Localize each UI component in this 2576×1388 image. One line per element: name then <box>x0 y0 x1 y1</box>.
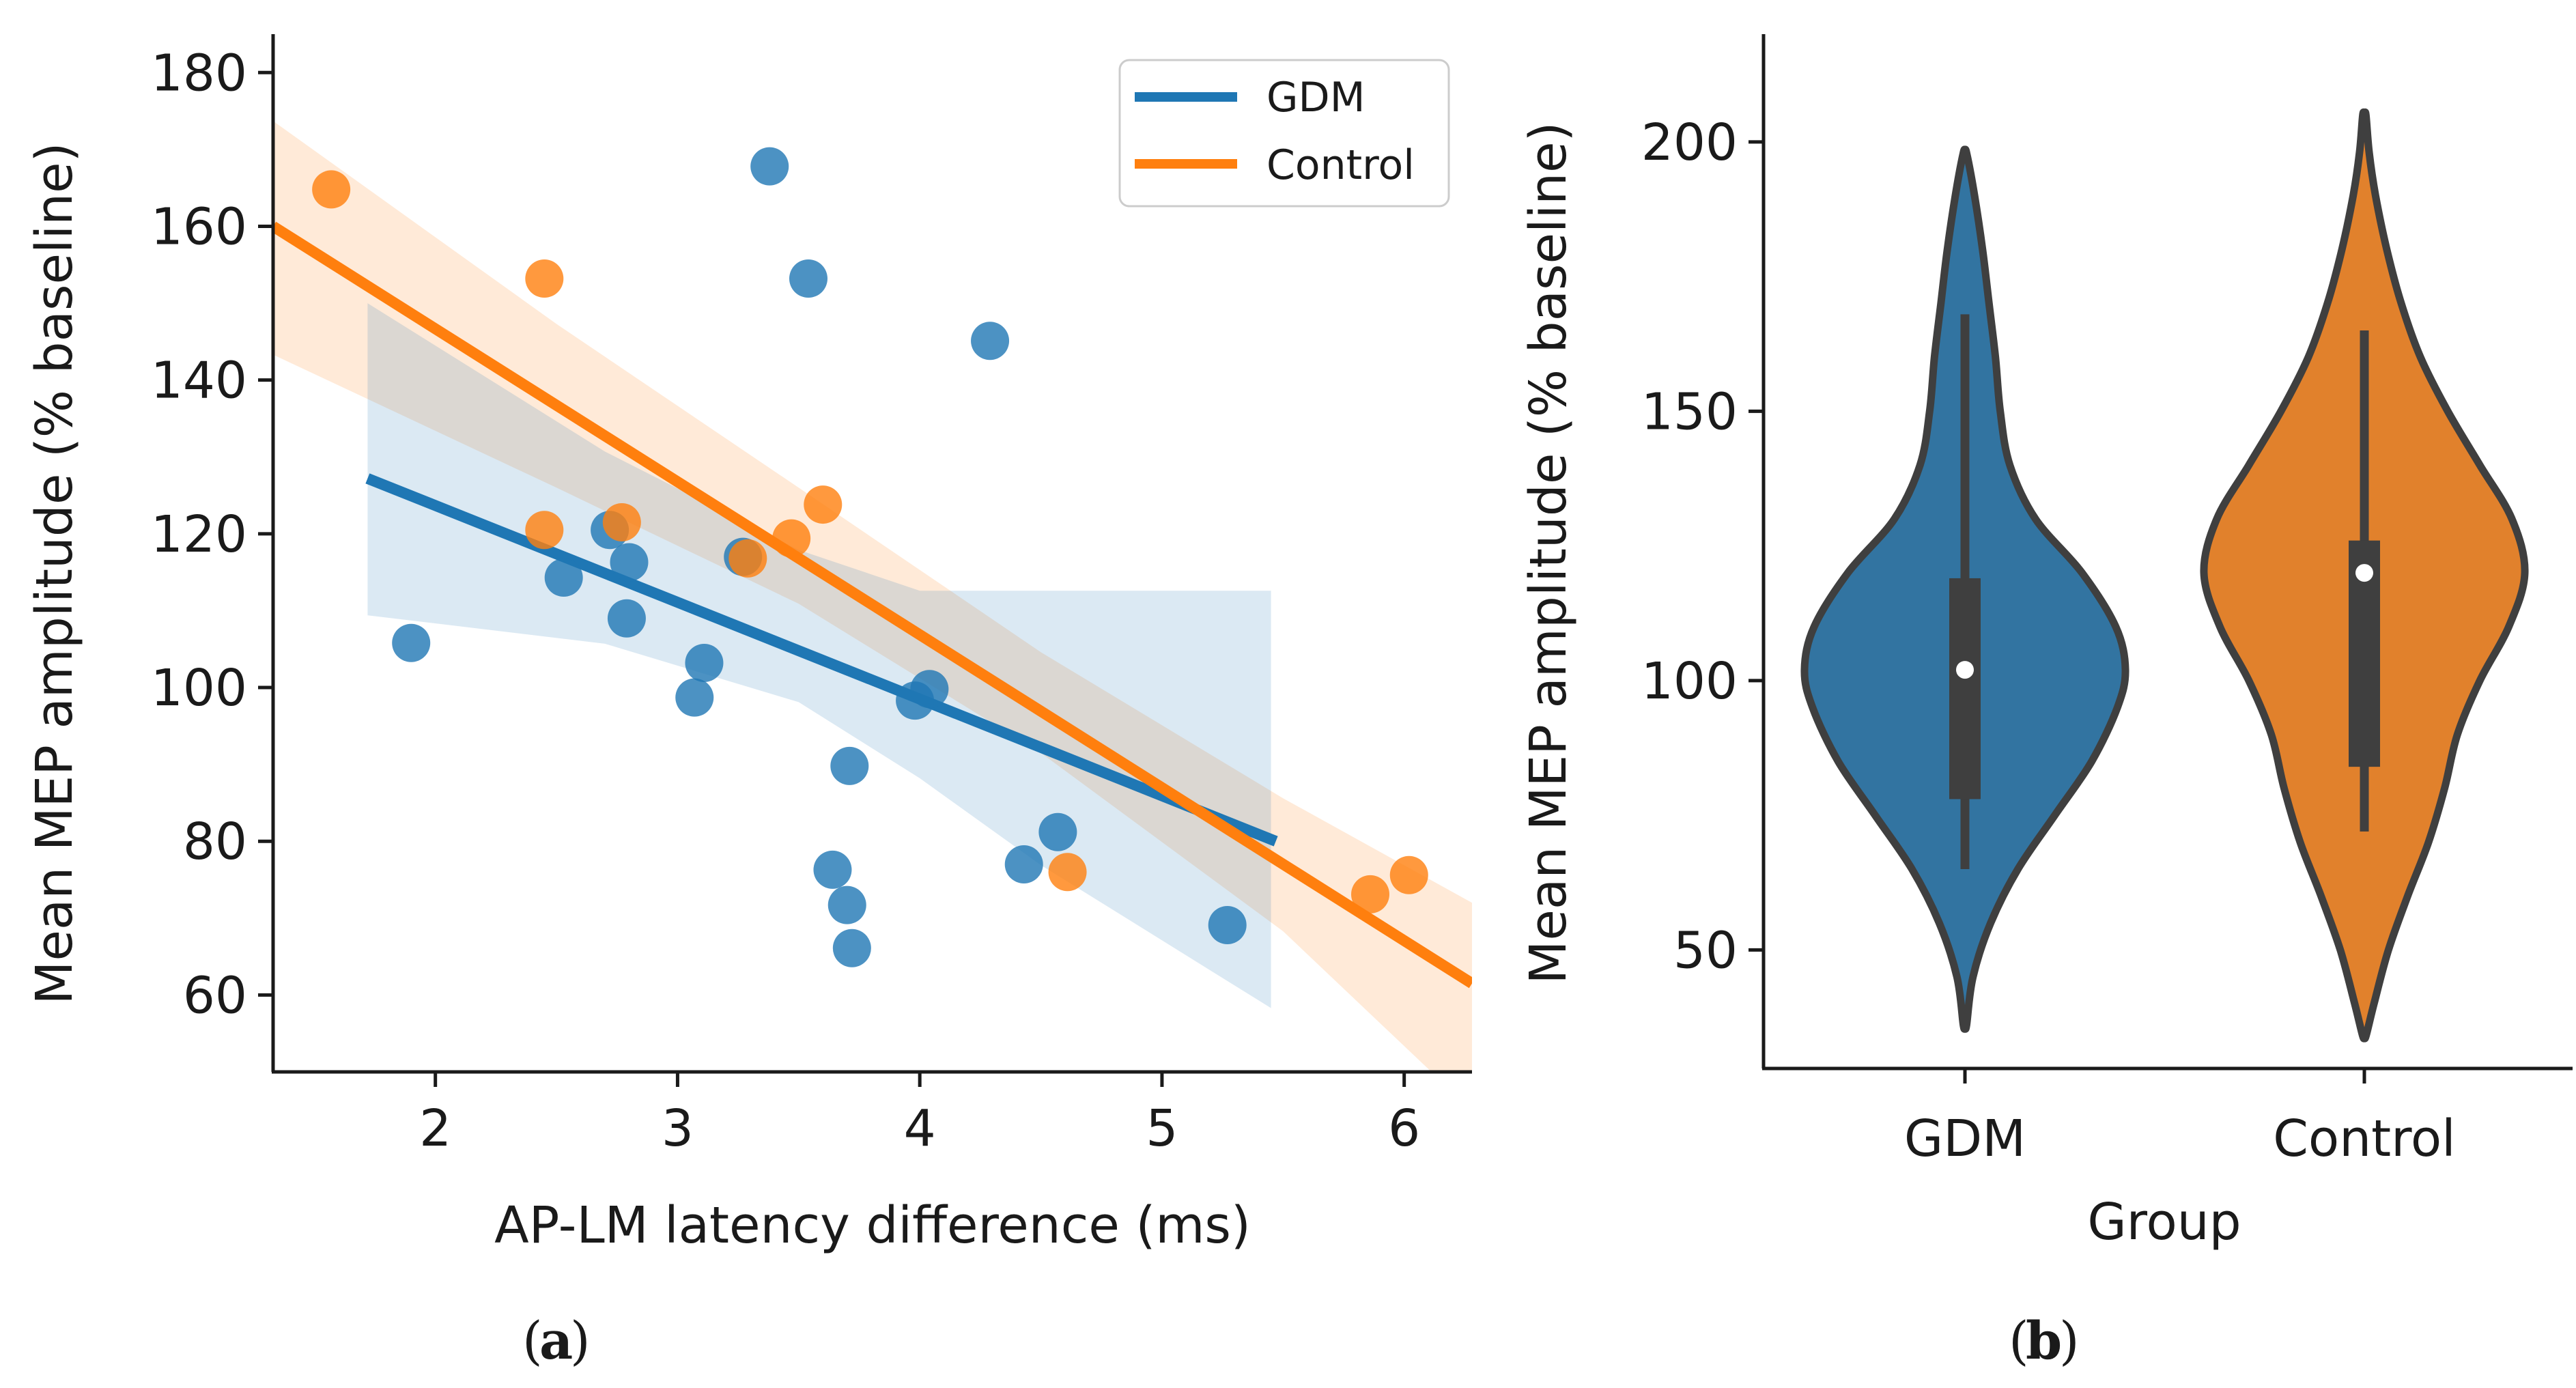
panel-letter-b: b <box>2026 1310 2062 1371</box>
gdm-point <box>813 850 852 889</box>
gdm-point <box>827 886 866 924</box>
y-tick-label: 120 <box>151 505 247 564</box>
panel-label-a: ( a ) <box>522 1310 591 1371</box>
y-tick-label: 100 <box>151 659 247 718</box>
gdm-point <box>392 623 431 662</box>
confidence-bands <box>273 121 1472 1072</box>
legend-control-label: Control <box>1266 141 1415 189</box>
control-point <box>1048 853 1087 892</box>
gdm-point <box>675 678 714 717</box>
gdm-median-dot <box>1956 661 1974 679</box>
panel-label-b: ( b ) <box>2009 1310 2080 1371</box>
control-median-dot <box>2355 564 2373 582</box>
control-point <box>1389 855 1428 894</box>
y-tick-label: 200 <box>1641 113 1738 172</box>
svg-text:(: ( <box>2009 1310 2029 1371</box>
gdm-point <box>832 929 871 967</box>
x-tick-label: 6 <box>1388 1099 1420 1158</box>
control-fit-line <box>273 221 1472 989</box>
x-axis-label: Group <box>2087 1193 2241 1251</box>
svg-text:): ) <box>2059 1310 2080 1371</box>
control-point <box>728 539 767 578</box>
gdm-point <box>789 259 827 298</box>
control-point <box>772 519 811 558</box>
scatter-points <box>312 147 1428 967</box>
violin-panel: GDM Control 50 100 150 200 Group Mean MEP am… <box>1519 34 2573 1251</box>
control-point <box>312 170 351 209</box>
gdm-iqr-box <box>1949 578 1981 799</box>
gdm-point <box>1038 812 1077 851</box>
gdm-point <box>544 558 583 597</box>
gdm-point <box>830 746 869 785</box>
violins <box>1800 108 2529 1043</box>
x-tick-label: 3 <box>662 1099 694 1158</box>
x-tick-label: 5 <box>1146 1099 1178 1158</box>
y-ticks: 60 80 100 120 140 160 180 <box>151 44 273 1025</box>
regression-lines <box>273 221 1472 989</box>
y-axis-label: Mean MEP amplitude (% baseline) <box>25 143 84 1005</box>
y-tick-label: 140 <box>151 352 247 410</box>
control-point <box>1351 875 1390 913</box>
x-ticks: GDM Control <box>1904 1068 2456 1168</box>
svg-text:(: ( <box>522 1310 543 1371</box>
gdm-point <box>971 322 1010 360</box>
scatter-panel: 2 3 4 5 6 60 80 100 120 140 160 180 AP-LM latency … <box>25 34 1472 1255</box>
gdm-point <box>910 670 949 709</box>
x-tick-label: 2 <box>419 1099 451 1158</box>
control-point <box>602 502 641 541</box>
gdm-point <box>610 543 649 582</box>
x-axis-label: AP-LM latency difference (ms) <box>494 1196 1251 1255</box>
gdm-point <box>1208 905 1247 944</box>
y-ticks: 50 100 150 200 <box>1641 113 1764 980</box>
control-confidence-band <box>273 121 1472 1072</box>
x-ticks: 2 3 4 5 6 <box>419 1072 1420 1158</box>
y-tick-label: 80 <box>183 812 247 871</box>
panel-letter-a: a <box>539 1310 573 1371</box>
svg-text:): ) <box>570 1310 591 1371</box>
gdm-point <box>750 147 789 186</box>
y-tick-label: 180 <box>151 44 247 102</box>
y-tick-label: 100 <box>1641 652 1738 711</box>
x-tick-label: Control <box>2273 1109 2456 1168</box>
x-tick-label: GDM <box>1904 1109 2026 1168</box>
y-axis-label: Mean MEP amplitude (% baseline) <box>1519 122 1578 985</box>
gdm-fit-line <box>365 473 1278 847</box>
legend-gdm-label: GDM <box>1266 74 1365 122</box>
y-tick-label: 160 <box>151 197 247 256</box>
control-point <box>525 511 564 550</box>
gdm-point <box>607 599 646 638</box>
y-tick-label: 150 <box>1641 382 1738 441</box>
y-tick-label: 60 <box>183 966 247 1025</box>
control-point <box>525 259 564 298</box>
x-tick-label: 4 <box>904 1099 936 1158</box>
y-tick-label: 50 <box>1673 921 1738 980</box>
gdm-point <box>1004 845 1043 883</box>
control-point <box>804 485 843 524</box>
legend: GDM Control <box>1118 59 1450 208</box>
gdm-point <box>685 644 724 683</box>
